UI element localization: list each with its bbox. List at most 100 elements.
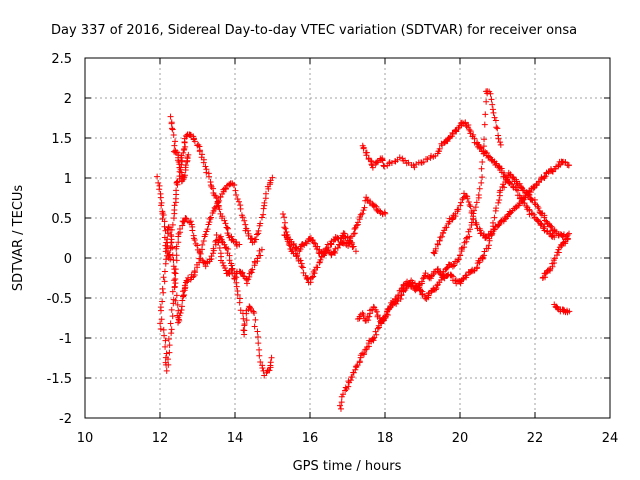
data-point bbox=[248, 269, 255, 276]
data-point bbox=[154, 173, 161, 180]
data-point bbox=[361, 204, 368, 211]
data-point bbox=[353, 222, 360, 229]
data-point bbox=[497, 141, 504, 148]
data-point bbox=[425, 290, 432, 297]
x-tick-label: 14 bbox=[227, 431, 244, 446]
data-point bbox=[217, 193, 224, 200]
data-point bbox=[566, 230, 573, 237]
data-point bbox=[166, 251, 173, 258]
data-point bbox=[170, 132, 177, 139]
data-point bbox=[162, 343, 169, 350]
data-point bbox=[226, 257, 233, 264]
data-point bbox=[483, 98, 490, 105]
data-point bbox=[165, 361, 172, 368]
data-point bbox=[314, 264, 321, 271]
data-point bbox=[322, 246, 329, 253]
data-point bbox=[394, 297, 401, 304]
data-point bbox=[243, 276, 250, 283]
y-tick-label: -0.5 bbox=[47, 292, 72, 307]
data-point bbox=[353, 363, 360, 370]
data-point bbox=[289, 247, 296, 254]
data-point bbox=[379, 157, 386, 164]
data-point bbox=[509, 173, 516, 180]
data-point bbox=[250, 308, 257, 315]
data-point bbox=[422, 295, 429, 302]
data-point bbox=[169, 244, 176, 251]
data-point bbox=[175, 316, 182, 323]
data-point bbox=[236, 241, 243, 248]
data-point bbox=[345, 383, 352, 390]
y-tick-label: 2 bbox=[64, 92, 72, 107]
data-point bbox=[417, 287, 424, 294]
data-point bbox=[367, 157, 374, 164]
data-point bbox=[240, 272, 247, 279]
data-point bbox=[168, 306, 175, 313]
data-point bbox=[173, 243, 180, 250]
data-point bbox=[160, 289, 167, 296]
data-point bbox=[175, 230, 182, 237]
y-tick-label: 1.5 bbox=[51, 132, 72, 147]
data-point bbox=[158, 202, 165, 209]
data-point bbox=[384, 311, 391, 318]
data-point bbox=[240, 315, 247, 322]
data-point bbox=[181, 292, 188, 299]
data-point bbox=[455, 206, 462, 213]
data-point bbox=[317, 256, 324, 263]
data-point bbox=[244, 227, 251, 234]
data-point bbox=[337, 402, 344, 409]
data-point bbox=[257, 252, 264, 259]
data-point bbox=[345, 243, 352, 250]
data-point bbox=[206, 173, 213, 180]
data-point bbox=[526, 191, 533, 198]
data-point bbox=[281, 214, 288, 221]
data-point bbox=[254, 328, 261, 335]
data-point bbox=[298, 263, 305, 270]
data-point bbox=[491, 114, 498, 121]
data-point bbox=[369, 164, 376, 171]
data-point bbox=[488, 231, 495, 238]
data-point bbox=[178, 303, 185, 310]
data-point bbox=[163, 367, 170, 374]
data-point bbox=[237, 205, 244, 212]
data-point bbox=[213, 203, 220, 210]
data-point bbox=[432, 245, 439, 252]
data-point bbox=[234, 195, 241, 202]
data-point bbox=[252, 316, 259, 323]
data-point bbox=[463, 272, 470, 279]
data-point bbox=[541, 214, 548, 221]
data-point bbox=[531, 200, 538, 207]
data-point bbox=[215, 239, 222, 246]
data-point bbox=[443, 224, 450, 231]
data-point bbox=[488, 96, 495, 103]
data-point bbox=[481, 136, 488, 143]
data-point bbox=[438, 140, 445, 147]
data-point bbox=[359, 210, 366, 217]
data-point bbox=[331, 248, 338, 255]
data-point bbox=[160, 274, 167, 281]
data-point bbox=[257, 358, 264, 365]
data-point bbox=[160, 212, 167, 219]
data-point bbox=[492, 162, 499, 169]
data-point bbox=[459, 196, 466, 203]
data-point bbox=[487, 90, 494, 97]
data-point bbox=[172, 266, 179, 273]
data-point bbox=[354, 219, 361, 226]
data-point bbox=[222, 244, 229, 251]
data-point bbox=[282, 225, 289, 232]
data-point bbox=[371, 202, 378, 209]
data-point bbox=[279, 210, 286, 217]
data-point bbox=[348, 374, 355, 381]
data-point bbox=[256, 346, 263, 353]
data-point bbox=[398, 291, 405, 298]
data-point bbox=[482, 111, 489, 118]
data-point bbox=[161, 278, 168, 285]
data-point bbox=[457, 252, 464, 259]
data-point bbox=[382, 210, 389, 217]
data-point bbox=[168, 326, 175, 333]
data-point bbox=[342, 387, 349, 394]
data-point bbox=[191, 236, 198, 243]
data-point bbox=[182, 143, 189, 150]
data-point bbox=[281, 224, 288, 231]
data-point bbox=[210, 245, 217, 252]
y-axis-label: SDTVAR / TECUs bbox=[11, 185, 26, 292]
